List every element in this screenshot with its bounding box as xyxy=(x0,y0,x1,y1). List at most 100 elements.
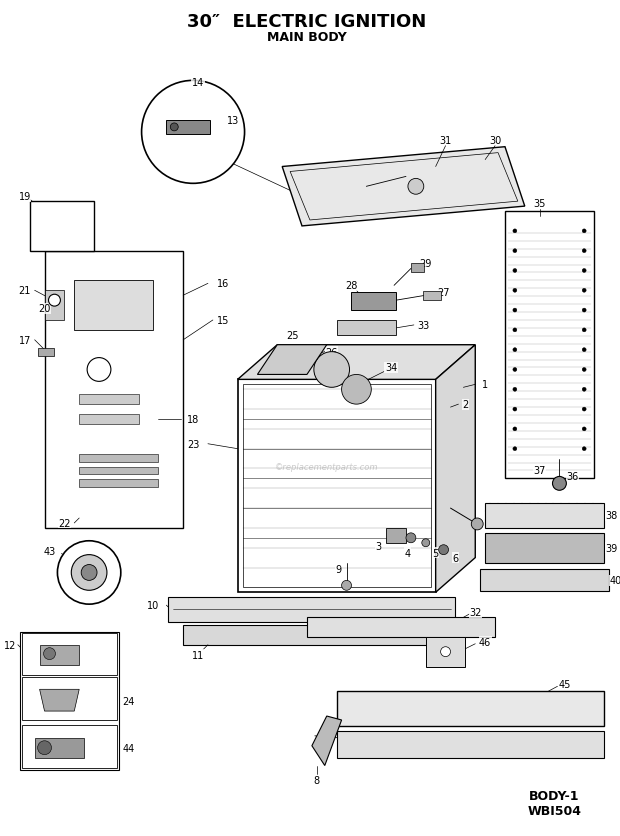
Text: 33: 33 xyxy=(418,320,430,330)
Circle shape xyxy=(513,269,517,273)
Text: 8: 8 xyxy=(314,776,320,786)
Text: 17: 17 xyxy=(19,335,31,345)
Polygon shape xyxy=(505,212,594,479)
Text: 26: 26 xyxy=(326,347,338,357)
Text: 6: 6 xyxy=(453,553,459,563)
Text: 13: 13 xyxy=(226,116,239,125)
Circle shape xyxy=(513,408,517,411)
Text: 18: 18 xyxy=(187,415,199,425)
Polygon shape xyxy=(337,731,604,757)
Circle shape xyxy=(141,81,244,184)
Text: 23: 23 xyxy=(187,439,199,449)
Polygon shape xyxy=(30,202,94,252)
Polygon shape xyxy=(79,454,159,462)
Text: 3: 3 xyxy=(375,541,381,551)
Polygon shape xyxy=(168,598,456,622)
Text: 40: 40 xyxy=(609,576,620,586)
Polygon shape xyxy=(183,625,446,645)
Circle shape xyxy=(582,329,586,333)
Polygon shape xyxy=(352,293,396,311)
Text: 39: 39 xyxy=(606,543,618,553)
Text: 36: 36 xyxy=(566,472,578,482)
Text: 29: 29 xyxy=(420,258,432,268)
Polygon shape xyxy=(282,147,525,227)
Text: 35: 35 xyxy=(533,199,546,209)
Circle shape xyxy=(81,565,97,581)
Text: WBI504: WBI504 xyxy=(528,803,582,817)
Circle shape xyxy=(513,349,517,352)
Polygon shape xyxy=(22,725,117,767)
Polygon shape xyxy=(257,345,327,375)
Text: 9: 9 xyxy=(335,565,342,575)
Text: 15: 15 xyxy=(216,316,229,325)
Text: 30: 30 xyxy=(489,135,501,145)
Circle shape xyxy=(87,358,111,382)
Circle shape xyxy=(582,427,586,431)
Circle shape xyxy=(582,447,586,451)
Polygon shape xyxy=(40,690,79,711)
Circle shape xyxy=(438,545,448,555)
Text: 44: 44 xyxy=(123,743,135,752)
Text: 27: 27 xyxy=(437,288,450,298)
Circle shape xyxy=(582,249,586,253)
Circle shape xyxy=(582,388,586,392)
Polygon shape xyxy=(79,480,159,487)
Text: BODY-1: BODY-1 xyxy=(529,789,580,802)
Text: 24: 24 xyxy=(123,696,135,706)
Polygon shape xyxy=(337,320,396,335)
Circle shape xyxy=(441,647,451,657)
Text: 25: 25 xyxy=(286,330,298,340)
Text: 34: 34 xyxy=(385,363,397,373)
Polygon shape xyxy=(436,345,476,593)
Circle shape xyxy=(582,269,586,273)
Circle shape xyxy=(513,249,517,253)
Polygon shape xyxy=(79,395,139,405)
Text: 32: 32 xyxy=(469,607,482,617)
Circle shape xyxy=(43,648,55,660)
Circle shape xyxy=(513,329,517,333)
Text: 20: 20 xyxy=(38,303,51,314)
Circle shape xyxy=(314,352,350,388)
Circle shape xyxy=(513,368,517,372)
Circle shape xyxy=(513,447,517,451)
Circle shape xyxy=(582,368,586,372)
Text: 31: 31 xyxy=(440,135,452,145)
Polygon shape xyxy=(480,570,609,592)
Text: 37: 37 xyxy=(533,466,546,476)
Circle shape xyxy=(513,308,517,313)
Text: 5: 5 xyxy=(433,548,439,558)
Polygon shape xyxy=(45,291,64,320)
Circle shape xyxy=(170,124,178,132)
Polygon shape xyxy=(40,645,79,665)
Text: 21: 21 xyxy=(19,286,31,296)
Circle shape xyxy=(71,555,107,590)
Circle shape xyxy=(342,581,352,590)
Polygon shape xyxy=(411,263,424,273)
Polygon shape xyxy=(485,533,604,563)
Text: 43: 43 xyxy=(43,546,56,556)
Circle shape xyxy=(471,518,483,530)
Text: 12: 12 xyxy=(4,640,16,650)
Polygon shape xyxy=(166,121,210,135)
Text: ©replacementparts.com: ©replacementparts.com xyxy=(275,462,378,472)
Circle shape xyxy=(513,289,517,293)
Text: 46: 46 xyxy=(479,637,491,647)
Text: 30″  ELECTRIC IGNITION: 30″ ELECTRIC IGNITION xyxy=(187,13,427,31)
Polygon shape xyxy=(79,415,139,425)
Text: 11: 11 xyxy=(192,650,204,660)
Text: 28: 28 xyxy=(345,281,358,291)
Circle shape xyxy=(408,179,424,195)
Circle shape xyxy=(582,408,586,411)
Circle shape xyxy=(582,230,586,233)
Polygon shape xyxy=(337,691,604,726)
Polygon shape xyxy=(312,716,342,766)
Polygon shape xyxy=(237,380,436,593)
Circle shape xyxy=(513,388,517,392)
Text: 2: 2 xyxy=(463,400,469,410)
Polygon shape xyxy=(38,349,55,356)
Text: 10: 10 xyxy=(148,600,159,610)
Polygon shape xyxy=(22,633,117,675)
Polygon shape xyxy=(307,617,495,637)
Circle shape xyxy=(342,375,371,405)
Circle shape xyxy=(58,541,121,604)
